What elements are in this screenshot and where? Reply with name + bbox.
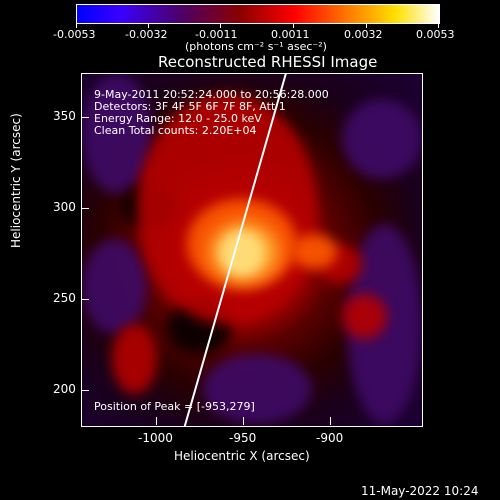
y-tick-label: 350 xyxy=(53,109,76,123)
colorbar-tick xyxy=(148,23,149,28)
colorbar-tick xyxy=(220,23,221,28)
red-region xyxy=(342,294,387,339)
purple-region xyxy=(342,99,422,179)
x-tick-label: -950 xyxy=(229,431,257,445)
y-tick-label: 200 xyxy=(53,382,76,396)
red-region xyxy=(112,324,157,394)
colorbar-tick xyxy=(438,23,439,28)
rhessi-image-plot: 9-May-2011 20:52:24.000 to 20:56:28.000 … xyxy=(81,73,423,427)
y-tick xyxy=(81,390,89,391)
colorbar-tick-label: 0.0053 xyxy=(416,28,455,41)
colorbar-tick-label: -0.0053 xyxy=(53,28,96,41)
peak-position-label: Position of Peak = [-953,279] xyxy=(94,400,255,413)
time-range-label: 9-May-2011 20:52:24.000 to 20:56:28.000 xyxy=(94,88,329,101)
colorbar-tick-label: -0.0011 xyxy=(195,28,238,41)
colorbar-tick xyxy=(76,23,77,28)
colorbar-tick-label: -0.0032 xyxy=(125,28,168,41)
y-tick xyxy=(81,299,89,300)
footer-date: 11-May-2022 10:24 xyxy=(361,484,479,498)
x-tick xyxy=(330,417,331,425)
y-tick xyxy=(81,208,89,209)
colorbar xyxy=(76,4,440,24)
colorbar-tick-label: 0.0011 xyxy=(271,28,310,41)
purple-region xyxy=(202,354,312,424)
x-tick xyxy=(156,417,157,425)
x-tick-label: -900 xyxy=(316,431,344,445)
x-axis-title: Heliocentric X (arcsec) xyxy=(174,449,310,463)
orange-region xyxy=(292,234,337,269)
y-tick-label: 250 xyxy=(53,291,76,305)
x-tick xyxy=(243,417,244,425)
energy-range-label: Energy Range: 12.0 - 25.0 keV xyxy=(94,112,262,125)
colorbar-tick xyxy=(293,23,294,28)
y-tick-label: 300 xyxy=(53,200,76,214)
x-tick-label: -1000 xyxy=(138,431,173,445)
peak-halo xyxy=(210,222,278,282)
colorbar-tick-label: 0.0032 xyxy=(344,28,383,41)
y-tick xyxy=(81,117,89,118)
y-axis-title: Heliocentric Y (arcsec) xyxy=(9,113,23,248)
colorbar-tick xyxy=(366,23,367,28)
detectors-label: Detectors: 3F 4F 5F 6F 7F 8F, Att 1 xyxy=(94,100,286,113)
plot-title: Reconstructed RHESSI Image xyxy=(158,53,378,71)
purple-region xyxy=(82,239,147,334)
colorbar-unit-label: (photons cm⁻² s⁻¹ asec⁻²) xyxy=(185,40,327,53)
total-counts-label: Clean Total counts: 2.20E+04 xyxy=(94,124,257,137)
